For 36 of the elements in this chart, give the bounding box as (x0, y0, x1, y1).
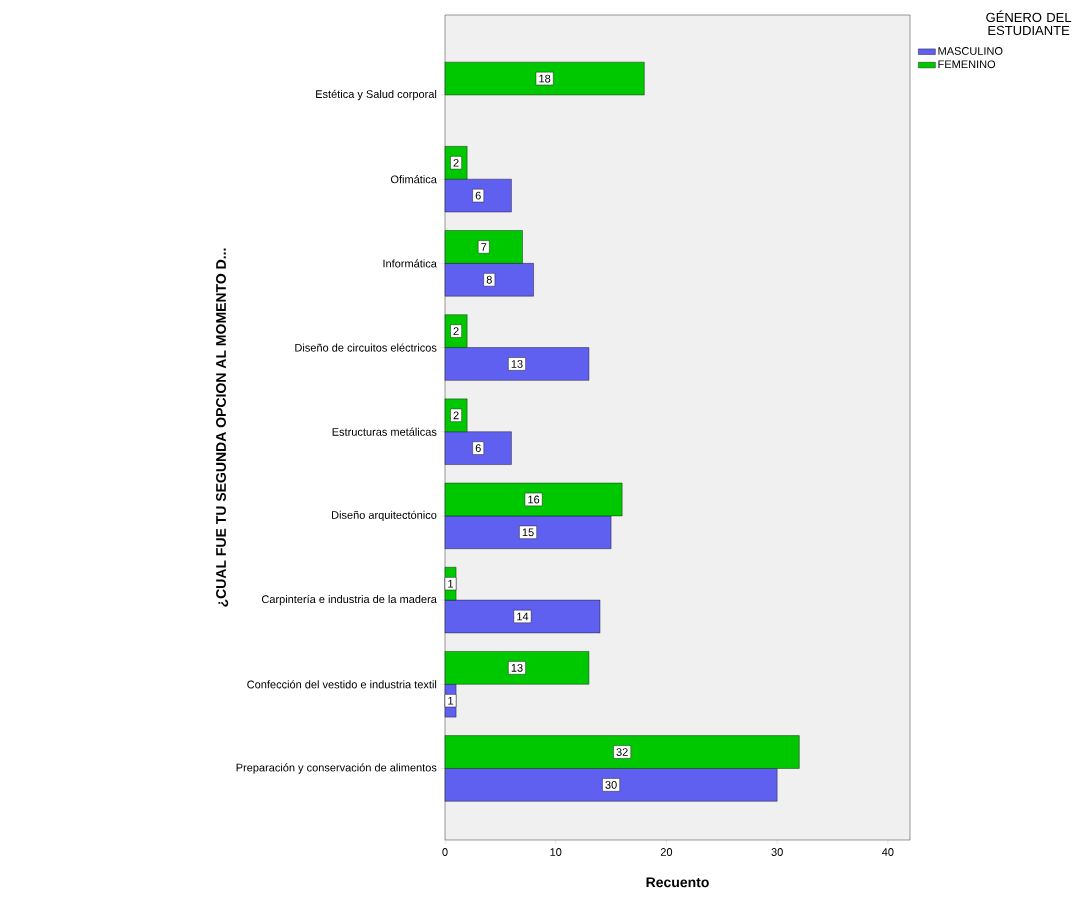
data-label: 18 (539, 74, 551, 83)
x-tick-label: 30 (771, 848, 783, 856)
data-label: 6 (475, 191, 481, 200)
data-label: 7 (481, 243, 487, 251)
y-tick-label: Diseño de circuitos eléctricos (295, 343, 437, 352)
y-tick-label: Informática (383, 259, 437, 268)
legend-label: MASCULINO (938, 47, 1003, 55)
data-label: 16 (528, 495, 540, 504)
data-label: 6 (475, 444, 481, 453)
x-tick-label: 40 (881, 848, 894, 856)
y-axis-title: ¿CUAL FUE TU SEGUNDA OPCION AL MOMENTO D... (216, 248, 229, 607)
y-tick-label: Confección del vestido e industria textil (247, 680, 437, 689)
data-label: 2 (453, 411, 459, 420)
data-label: 1 (448, 696, 454, 705)
data-label: 14 (517, 612, 529, 621)
legend-title: GÉNERO DEL ESTUDIANTE (986, 10, 1072, 36)
data-label: 2 (453, 327, 459, 335)
y-tick-label: Carpintería e industria de la madera (261, 594, 437, 606)
y-tick-label: Diseño arquitectónico (332, 510, 437, 522)
legend-label: FEMENINO (938, 60, 996, 69)
data-label: 13 (511, 360, 523, 368)
data-label: 2 (453, 158, 459, 167)
data-label: 15 (522, 528, 534, 537)
x-tick-label: 0 (442, 848, 448, 856)
x-tick-label: 10 (550, 848, 562, 856)
x-axis-title: Recuento (646, 877, 709, 888)
data-label: 8 (486, 275, 492, 284)
y-tick-label: Preparación y conservación de alimentos (236, 763, 437, 774)
x-tick-label: 20 (660, 848, 673, 856)
y-tick-label: Estética y Salud corporal (316, 89, 437, 101)
y-tick-label: Estructuras metálicas (332, 427, 437, 436)
data-label: 30 (605, 780, 617, 789)
data-label: 13 (511, 663, 523, 672)
data-label: 32 (616, 748, 628, 756)
data-label: 1 (448, 579, 454, 588)
y-tick-label: Ofimática (390, 175, 437, 184)
